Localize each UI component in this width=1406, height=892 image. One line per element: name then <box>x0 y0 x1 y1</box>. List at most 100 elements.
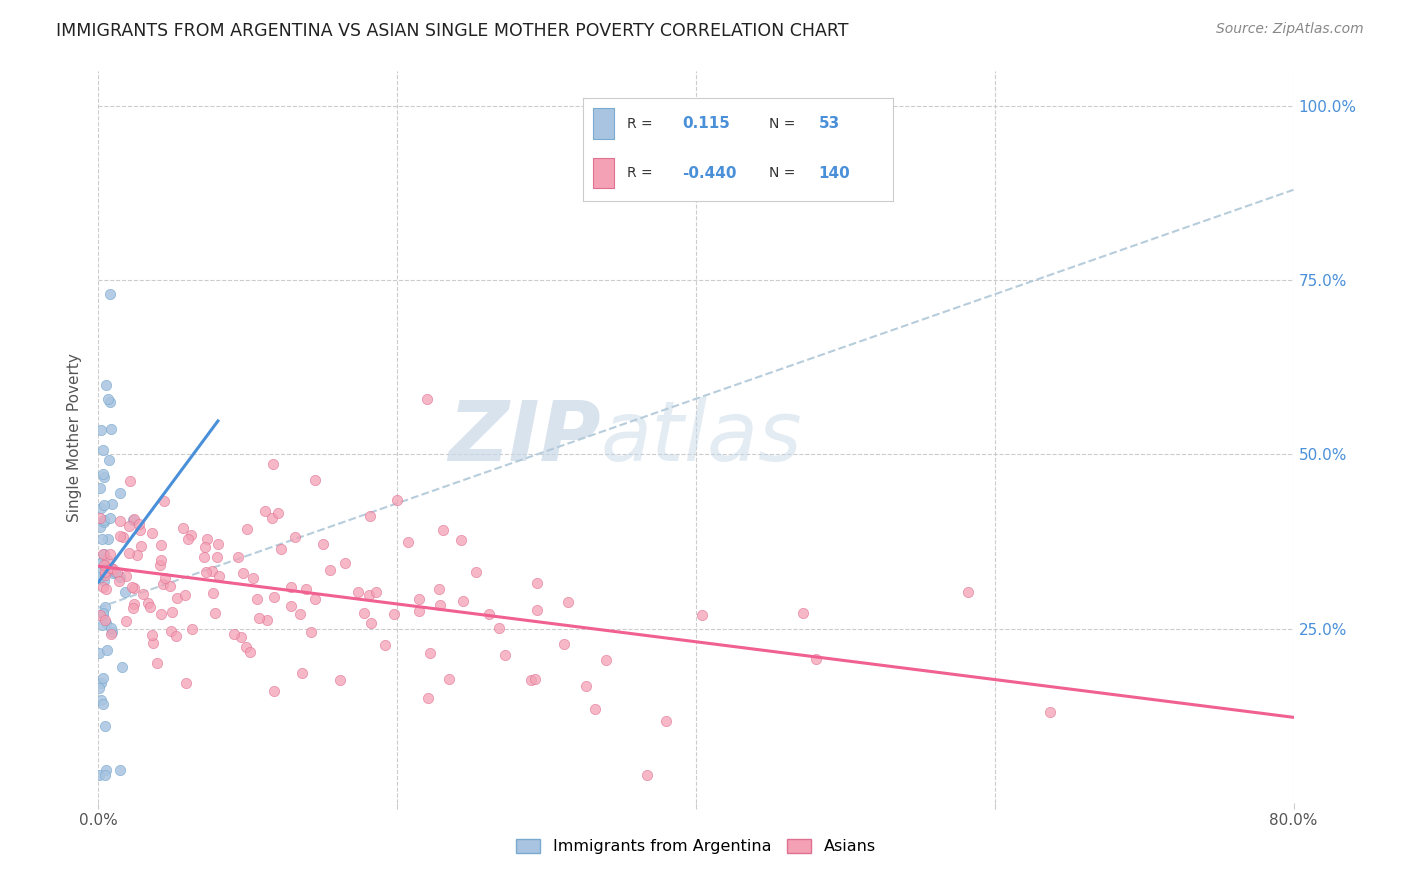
Point <box>100 625 122 640</box>
Point <box>222 627 245 641</box>
Point <box>104 565 127 579</box>
Point <box>111 660 134 674</box>
Point <box>523 672 546 686</box>
Point <box>200 565 222 579</box>
Point <box>181 623 204 637</box>
Point <box>359 588 381 602</box>
Point <box>360 616 382 631</box>
Point <box>100 621 122 635</box>
Point <box>93 515 115 529</box>
Point <box>93 600 115 615</box>
Point <box>280 580 302 594</box>
Point <box>90 532 112 546</box>
Point <box>260 511 283 525</box>
Point <box>520 673 543 687</box>
Point <box>108 528 131 542</box>
Point <box>451 594 474 608</box>
FancyBboxPatch shape <box>593 158 614 188</box>
Point <box>267 506 290 520</box>
Point <box>655 714 678 728</box>
Point <box>89 768 111 782</box>
Point <box>149 558 172 572</box>
Point <box>93 551 115 566</box>
Point <box>291 665 314 680</box>
Text: 0.115: 0.115 <box>682 116 730 131</box>
Point <box>93 547 115 561</box>
Point <box>437 673 460 687</box>
Point <box>107 574 129 588</box>
Point <box>429 582 451 597</box>
Point <box>165 629 187 643</box>
Point <box>488 621 510 635</box>
Point <box>193 549 215 564</box>
Point <box>90 556 112 570</box>
Point <box>159 579 181 593</box>
Point <box>195 533 218 547</box>
Text: IMMIGRANTS FROM ARGENTINA VS ASIAN SINGLE MOTHER POVERTY CORRELATION CHART: IMMIGRANTS FROM ARGENTINA VS ASIAN SINGL… <box>56 22 849 40</box>
Point <box>87 564 110 578</box>
Point <box>93 719 115 733</box>
Point <box>118 475 141 489</box>
Point <box>94 377 117 392</box>
Point <box>416 690 439 705</box>
Point <box>87 646 110 660</box>
Point <box>129 523 152 537</box>
Point <box>89 511 111 525</box>
Point <box>94 565 117 579</box>
Point <box>180 528 202 542</box>
Text: atlas: atlas <box>600 397 801 477</box>
Point <box>956 585 979 599</box>
Point <box>247 611 270 625</box>
Point <box>152 577 174 591</box>
Point <box>101 497 124 511</box>
Point <box>115 569 138 583</box>
Point <box>94 616 117 631</box>
Point <box>374 638 396 652</box>
Point <box>93 574 115 588</box>
Point <box>90 501 112 516</box>
Point <box>139 600 162 615</box>
Point <box>153 493 176 508</box>
Text: -0.440: -0.440 <box>682 166 737 180</box>
Point <box>174 588 197 602</box>
Point <box>419 646 441 660</box>
Point <box>295 582 318 596</box>
Point <box>396 535 419 549</box>
Point <box>159 624 181 638</box>
Point <box>347 585 370 599</box>
Point <box>128 517 150 532</box>
Point <box>94 568 117 582</box>
Point <box>100 561 122 575</box>
Text: 140: 140 <box>818 166 851 180</box>
Point <box>94 768 117 782</box>
Point <box>231 630 253 644</box>
Point <box>136 596 159 610</box>
Point <box>91 607 114 622</box>
Text: N =: N = <box>769 117 796 131</box>
Point <box>280 599 302 614</box>
Text: Source: ZipAtlas.com: Source: ZipAtlas.com <box>1216 22 1364 37</box>
Point <box>124 581 146 595</box>
Point <box>304 592 326 607</box>
Point <box>94 561 117 575</box>
Point <box>204 606 226 620</box>
Point <box>91 580 114 594</box>
Point <box>692 607 714 622</box>
Point <box>246 592 269 607</box>
Point <box>166 591 188 605</box>
Point <box>262 457 284 471</box>
Text: ZIP: ZIP <box>447 397 600 477</box>
Point <box>429 598 451 612</box>
Point <box>526 602 548 616</box>
Point <box>101 566 124 580</box>
Point <box>94 763 117 777</box>
Point <box>432 523 454 537</box>
Point <box>450 533 472 548</box>
Point <box>105 565 128 579</box>
Point <box>97 532 120 546</box>
Point <box>359 508 381 523</box>
Text: R =: R = <box>627 166 652 180</box>
Point <box>114 585 136 599</box>
Text: R =: R = <box>627 117 652 131</box>
Point <box>91 442 114 457</box>
